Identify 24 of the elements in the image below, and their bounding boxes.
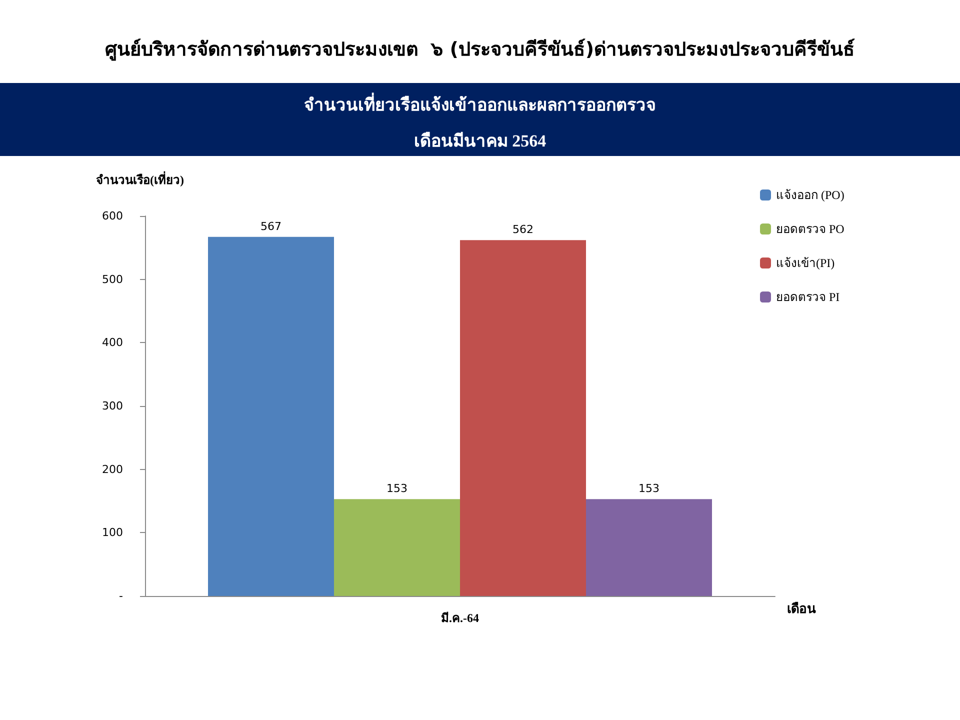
x-axis-title: เดือน <box>787 601 816 616</box>
y-tick-label: 200 <box>102 462 123 476</box>
bar <box>334 499 460 596</box>
data-label: 562 <box>512 223 534 236</box>
chart-title: ศูนย์บริหารจัดการด่านตรวจประมงเขต ๖ (ประจวบคีรีขันธ์)ด่านตรวจประมงประจวบคีรีขันธ์ <box>104 38 856 62</box>
y-tick-label: - <box>119 590 124 602</box>
bar <box>460 240 586 596</box>
bar <box>586 499 712 596</box>
bar <box>208 236 334 596</box>
chart-subtitle: จำนวนเที่ยวเรือแจ้งเข้าออกและผลการออกตรวจ เดือนมีนาคม 2564 <box>304 92 656 150</box>
legend-label: ยอดตรวจ PO <box>776 222 845 236</box>
y-tick-label: 500 <box>102 272 123 286</box>
data-label: 153 <box>638 482 660 496</box>
legend-label: แจ้งออก (PO) <box>776 188 844 202</box>
data-label: 153 <box>386 482 408 496</box>
y-axis-title: จำนวนเรือ(เที่ยว) <box>96 171 184 187</box>
y-tick-label: 100 <box>102 526 123 540</box>
y-tick-label: 300 <box>102 400 123 412</box>
legend-label: ยอดตรวจ PI <box>776 290 840 304</box>
legend-label: แจ้งเข้า(PI) <box>776 256 835 270</box>
x-tick-label: มี.ค.-64 <box>441 611 479 625</box>
data-label: 567 <box>260 220 282 233</box>
y-tick-label: 400 <box>102 336 123 350</box>
y-tick-label: 600 <box>102 210 123 222</box>
